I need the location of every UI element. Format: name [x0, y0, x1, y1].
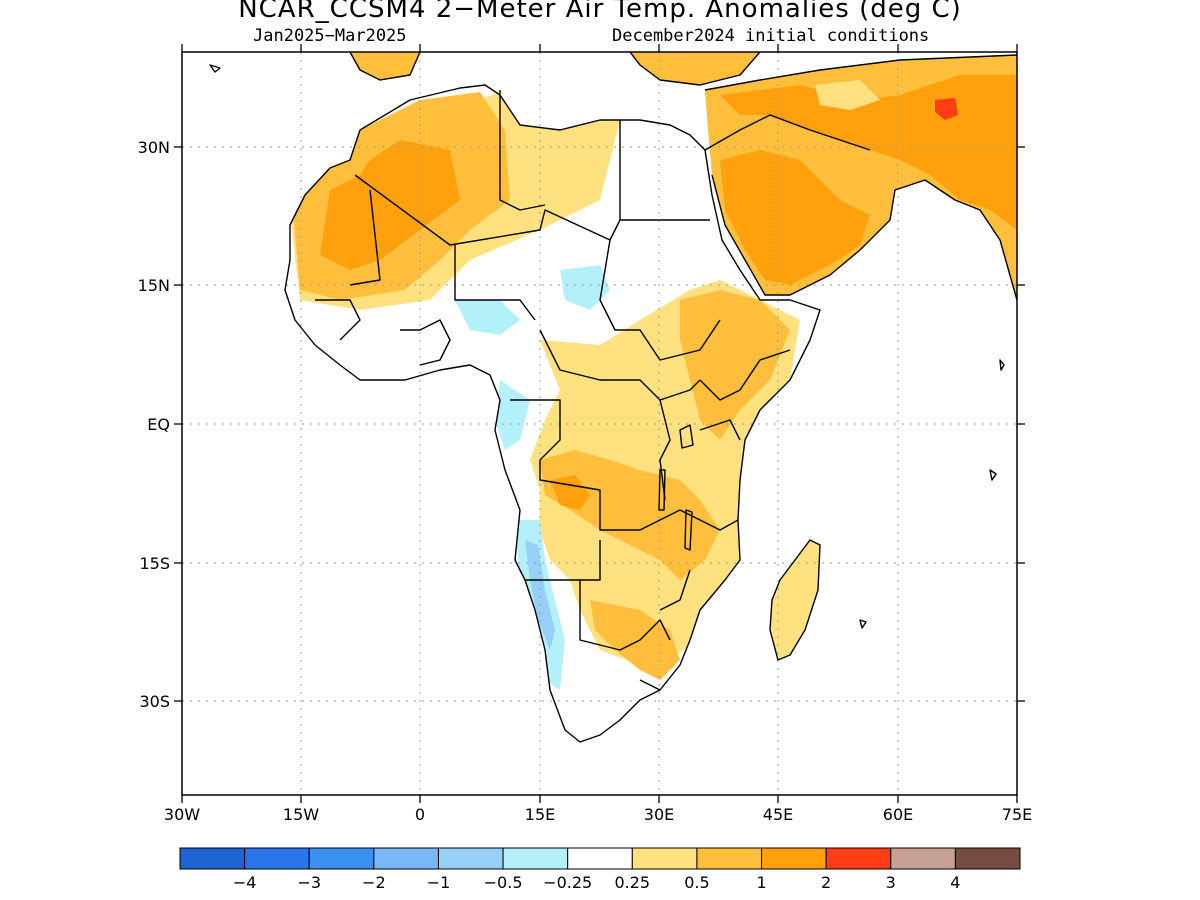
colorbar-label: −0.5	[484, 873, 523, 892]
colorbar-swatch	[567, 847, 633, 870]
latitude-label: EQ	[147, 415, 170, 434]
colorbar-swatch	[308, 847, 375, 870]
colorbar-swatch	[890, 847, 956, 870]
colorbar-swatch	[437, 847, 504, 870]
colorbar	[179, 847, 1021, 870]
map-title: NCAR_CCSM4 2−Meter Air Temp. Anomalies (…	[238, 0, 962, 24]
colorbar-label: −1	[427, 873, 451, 892]
longitude-label: 30W	[164, 805, 200, 824]
colorbar-label: 0.25	[614, 873, 650, 892]
colorbar-label: −4	[233, 873, 257, 892]
colorbar-swatch	[179, 847, 246, 870]
colorbar-label: 3	[886, 873, 896, 892]
colorbar-swatch	[631, 847, 698, 870]
longitude-label: 45E	[763, 805, 793, 824]
colorbar-label: 0.5	[684, 873, 709, 892]
colorbar-swatch	[761, 847, 827, 870]
colorbar-label: 4	[950, 873, 960, 892]
europe-landmass	[350, 52, 760, 85]
colorbar-swatch	[954, 847, 1021, 870]
colorbar-label: −0.25	[543, 873, 592, 892]
longitude-labels: 30W 15W 0 15E 30E 45E 60E 75E	[164, 805, 1032, 824]
colorbar-labels: −4 −3 −2 −1 −0.5 −0.25 0.25 0.5 1 2 3 4	[233, 873, 961, 892]
coastlines-borders	[209, 52, 1017, 743]
colorbar-label: 1	[756, 873, 766, 892]
colorbar-swatch	[502, 847, 569, 870]
colorbar-label: −2	[362, 873, 386, 892]
forecast-period: Jan2025−Mar2025	[253, 26, 407, 46]
latitude-label: 30S	[139, 692, 170, 711]
colorbar-label: −3	[297, 873, 321, 892]
latitude-label: 30N	[138, 138, 170, 157]
colorbar-swatch	[825, 847, 892, 870]
map-body	[182, 52, 1017, 795]
longitude-label: 75E	[1002, 805, 1032, 824]
longitude-label: 0	[415, 805, 425, 824]
colorbar-swatch	[373, 847, 439, 870]
longitude-label: 15W	[283, 805, 319, 824]
anomaly-shading	[285, 52, 1017, 742]
initial-conditions: December2024 initial conditions	[612, 26, 930, 46]
longitude-label: 60E	[883, 805, 913, 824]
colorbar-label: 2	[821, 873, 831, 892]
axis-ticks	[174, 44, 1025, 803]
longitude-label: 30E	[644, 805, 674, 824]
longitude-label: 15E	[525, 805, 555, 824]
madagascar-landmass	[770, 540, 820, 660]
colorbar-swatch	[244, 847, 310, 870]
colorbar-swatch	[696, 847, 763, 870]
latitude-labels: 30N 15N EQ 15S 30S	[138, 138, 170, 711]
latitude-label: 15S	[139, 554, 170, 573]
latitude-label: 15N	[138, 276, 170, 295]
